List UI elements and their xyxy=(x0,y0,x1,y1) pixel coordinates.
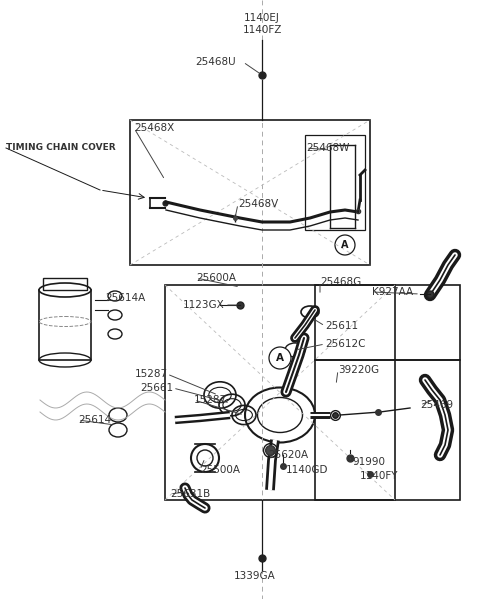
Bar xyxy=(130,120,370,265)
Text: 25468V: 25468V xyxy=(238,199,278,209)
Circle shape xyxy=(269,347,291,369)
Text: A: A xyxy=(276,353,284,363)
Text: 25468U: 25468U xyxy=(195,57,236,67)
Bar xyxy=(39,290,91,360)
Text: 25611: 25611 xyxy=(325,321,358,331)
Text: 25612C: 25612C xyxy=(325,339,365,349)
Text: 15287: 15287 xyxy=(135,369,168,379)
Text: TIMING CHAIN COVER: TIMING CHAIN COVER xyxy=(6,144,116,153)
Text: 25661: 25661 xyxy=(140,383,173,393)
Text: 25468G: 25468G xyxy=(320,277,361,287)
Bar xyxy=(305,135,365,230)
Text: 1140FY: 1140FY xyxy=(360,471,398,481)
Ellipse shape xyxy=(39,283,91,297)
Text: K927AA: K927AA xyxy=(372,287,413,297)
Text: 25614A: 25614A xyxy=(105,293,145,303)
Text: 25468W: 25468W xyxy=(306,143,349,153)
Circle shape xyxy=(335,235,355,255)
Text: 25468X: 25468X xyxy=(134,123,174,133)
Text: 1140EJ: 1140EJ xyxy=(244,13,280,23)
Text: 25620A: 25620A xyxy=(268,450,308,460)
Bar xyxy=(315,285,460,360)
Bar xyxy=(315,360,460,500)
Text: 25631B: 25631B xyxy=(170,489,210,499)
Text: 25600A: 25600A xyxy=(196,273,236,283)
Text: A: A xyxy=(341,240,349,250)
Text: 25500A: 25500A xyxy=(200,465,240,475)
Text: 1123GX: 1123GX xyxy=(183,300,225,310)
Text: 15287: 15287 xyxy=(194,395,227,405)
Bar xyxy=(165,285,395,500)
Text: 1140FZ: 1140FZ xyxy=(242,25,282,35)
Text: 25614: 25614 xyxy=(78,415,111,425)
Text: 39220G: 39220G xyxy=(338,365,379,375)
Bar xyxy=(43,278,87,290)
Text: 1339GA: 1339GA xyxy=(234,571,276,581)
Text: 91990: 91990 xyxy=(352,457,385,467)
Text: 25469: 25469 xyxy=(420,400,453,410)
Text: 1140GD: 1140GD xyxy=(286,465,328,475)
